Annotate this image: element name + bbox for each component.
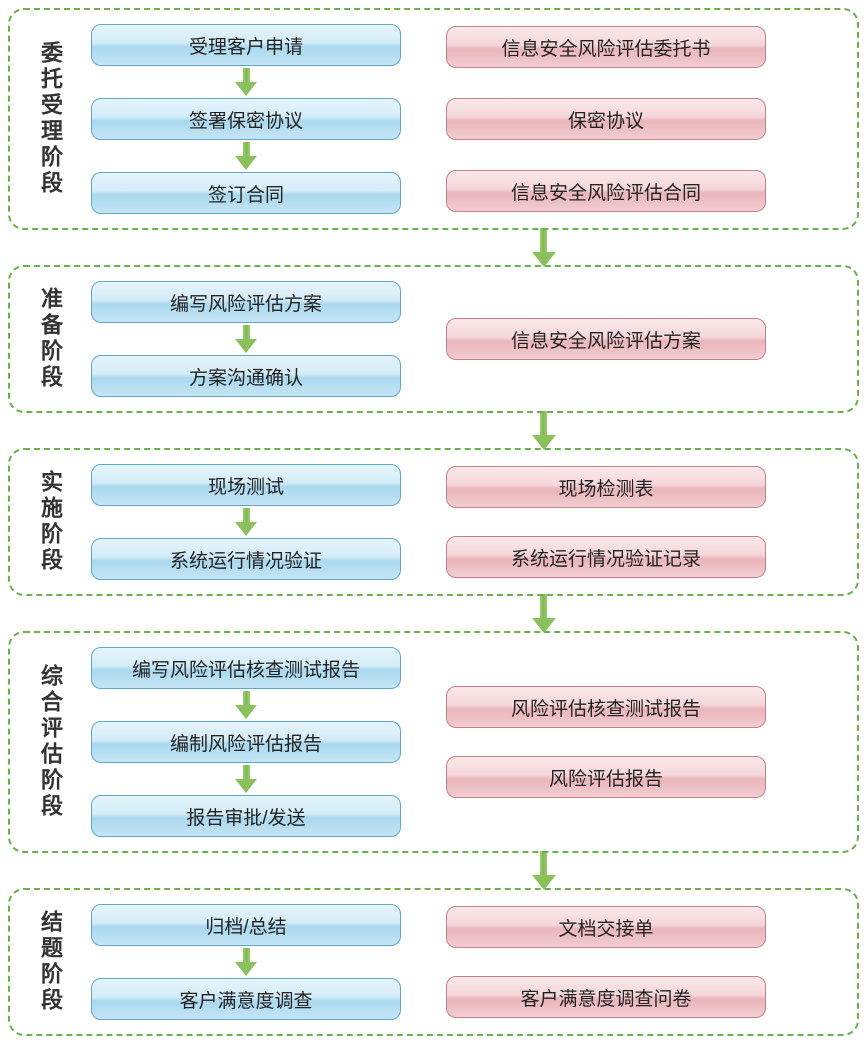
deliverable-node: 客户满意度调查问卷 (446, 976, 766, 1018)
phase-connector-arrow-icon (228, 411, 859, 450)
deliverable-node: 保密协议 (446, 98, 766, 140)
deliverable-node: 信息安全风险评估合同 (446, 170, 766, 212)
process-node: 归档/总结 (91, 904, 401, 946)
deliverable-node: 文档交接单 (446, 906, 766, 948)
phase-connector-arrow-icon (228, 851, 859, 890)
process-node: 编写风险评估方案 (91, 281, 401, 323)
deliverable-node: 风险评估报告 (446, 756, 766, 798)
process-node: 方案沟通确认 (91, 355, 401, 397)
deliverable-node: 现场检测表 (446, 466, 766, 508)
process-node: 受理客户申请 (91, 24, 401, 66)
deliverable-node: 系统运行情况验证记录 (446, 536, 766, 578)
process-column: 受理客户申请 签署保密协议 签订合同 (86, 24, 406, 214)
process-column: 编写风险评估核查测试报告 编制风险评估报告 报告审批/发送 (86, 647, 406, 837)
deliverable-node: 信息安全风险评估委托书 (446, 26, 766, 68)
phase-1: 委托受理阶段 受理客户申请 签署保密协议 签订合同 信息安全风险评估委托书 保密… (8, 8, 859, 230)
arrow-down-icon (235, 765, 257, 793)
arrow-down-icon (235, 325, 257, 353)
arrow-down-icon (235, 691, 257, 719)
phase-4: 综合评估阶段 编写风险评估核查测试报告 编制风险评估报告 报告审批/发送 风险评… (8, 631, 859, 853)
phase-5: 结题阶段 归档/总结 客户满意度调查 文档交接单 客户满意度调查问卷 (8, 888, 859, 1036)
deliverable-column: 文档交接单 客户满意度调查问卷 (406, 904, 839, 1020)
deliverable-column: 信息安全风险评估方案 (406, 281, 839, 397)
deliverable-node: 信息安全风险评估方案 (446, 318, 766, 360)
process-node: 编制风险评估报告 (91, 721, 401, 763)
phase-label: 委托受理阶段 (28, 24, 72, 214)
process-node: 现场测试 (91, 464, 401, 506)
phase-label: 实施阶段 (28, 464, 72, 580)
phase-label: 综合评估阶段 (28, 647, 72, 837)
process-node: 报告审批/发送 (91, 795, 401, 837)
deliverable-column: 风险评估核查测试报告 风险评估报告 (406, 647, 839, 837)
process-column: 编写风险评估方案 方案沟通确认 (86, 281, 406, 397)
phase-connector-arrow-icon (228, 594, 859, 633)
process-node: 签订合同 (91, 172, 401, 214)
arrow-down-icon (235, 142, 257, 170)
phase-label: 准备阶段 (28, 281, 72, 397)
phase-2: 准备阶段 编写风险评估方案 方案沟通确认 信息安全风险评估方案 (8, 265, 859, 413)
process-node: 系统运行情况验证 (91, 538, 401, 580)
phase-3: 实施阶段 现场测试 系统运行情况验证 现场检测表 系统运行情况验证记录 (8, 448, 859, 596)
arrow-down-icon (235, 68, 257, 96)
arrow-down-icon (235, 508, 257, 536)
process-node: 签署保密协议 (91, 98, 401, 140)
process-column: 归档/总结 客户满意度调查 (86, 904, 406, 1020)
phase-connector-arrow-icon (228, 228, 859, 267)
process-node: 编写风险评估核查测试报告 (91, 647, 401, 689)
deliverable-column: 现场检测表 系统运行情况验证记录 (406, 464, 839, 580)
arrow-down-icon (235, 948, 257, 976)
deliverable-node: 风险评估核查测试报告 (446, 686, 766, 728)
deliverable-column: 信息安全风险评估委托书 保密协议 信息安全风险评估合同 (406, 24, 839, 214)
phase-label: 结题阶段 (28, 904, 72, 1020)
process-node: 客户满意度调查 (91, 978, 401, 1020)
process-column: 现场测试 系统运行情况验证 (86, 464, 406, 580)
